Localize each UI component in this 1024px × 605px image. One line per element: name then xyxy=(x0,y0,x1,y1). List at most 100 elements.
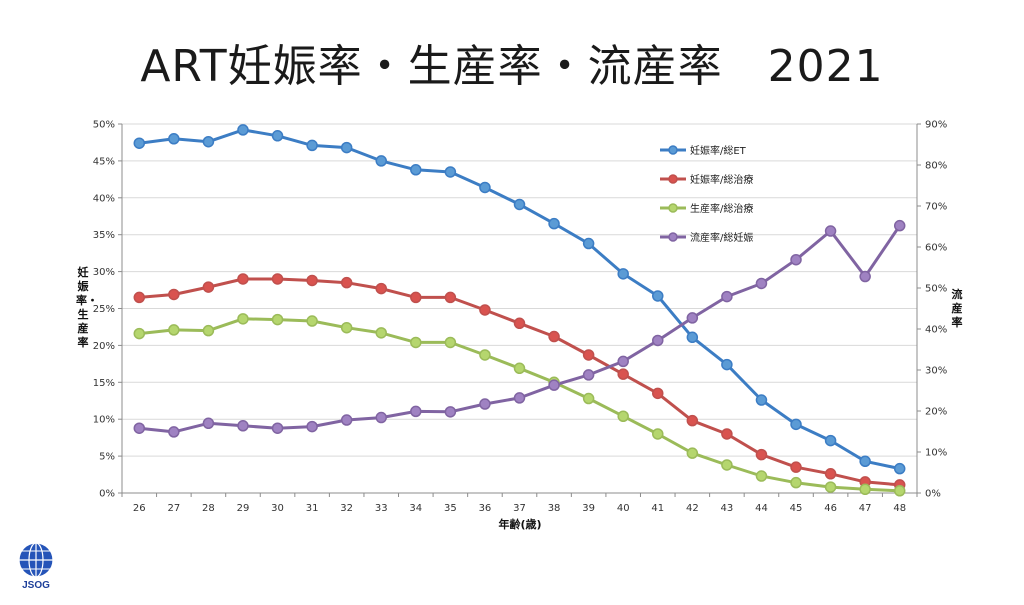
x-tick-label: 27 xyxy=(167,503,180,514)
series-3-point xyxy=(617,355,629,368)
series-1-point xyxy=(548,330,560,343)
x-tick-label: 36 xyxy=(479,503,492,514)
y-axis-right-ticks: 0% 10% 20% 30% 40% 50% 60% 70% 80% 90% xyxy=(917,120,947,500)
y-left-tick-label: 35% xyxy=(93,230,115,241)
x-tick-label: 40 xyxy=(617,503,630,514)
logo-text: JSOG xyxy=(22,580,50,591)
series-2-point xyxy=(824,481,837,493)
series-1-point xyxy=(617,368,629,380)
y-left-tick-label: 0% xyxy=(99,489,115,500)
series-1-point xyxy=(202,281,215,293)
series-0-point xyxy=(444,166,457,178)
series-3-point xyxy=(479,398,491,410)
legend-label-1: 妊娠率/総治療 xyxy=(690,173,753,186)
series-1-point xyxy=(686,414,699,427)
series-2-point xyxy=(790,476,802,489)
chart-series-lines xyxy=(139,128,901,493)
series-3-point xyxy=(410,405,422,418)
series-2-point xyxy=(306,315,318,327)
series-1-point xyxy=(237,273,249,285)
series-3-point xyxy=(859,270,871,283)
series-3-point xyxy=(271,422,284,434)
series-1-point xyxy=(824,468,837,480)
series-2-point xyxy=(271,313,284,326)
series-3-point xyxy=(893,219,906,232)
series-1-point xyxy=(340,276,353,289)
series-1-point xyxy=(652,387,664,400)
series-3-point xyxy=(375,411,387,424)
series-1-point xyxy=(790,461,802,473)
series-3-point xyxy=(444,406,457,418)
series-1-point xyxy=(168,288,180,301)
legend-label-2: 生産率/総治療 xyxy=(690,202,753,215)
x-tick-label: 47 xyxy=(859,503,872,514)
x-tick-label: 30 xyxy=(271,503,284,514)
y-right-tick-label: 40% xyxy=(925,325,947,336)
series-1-point xyxy=(306,274,318,287)
y-left-tick-label: 15% xyxy=(93,378,115,389)
series-1-point xyxy=(375,282,387,295)
series-0-point xyxy=(306,139,318,152)
x-tick-label: 26 xyxy=(133,503,146,514)
x-axis-ticks: 26 27 28 29 30 31 32 33 34 35 36 37 38 39 40 41 42 43 44 45… xyxy=(121,493,918,514)
page-title: ART妊娠率・生産率・流産率 2021 xyxy=(140,41,884,92)
y-left-tick-label: 50% xyxy=(93,120,115,131)
globe-icon xyxy=(18,542,54,578)
y-left-tick-label: 20% xyxy=(93,341,115,352)
x-tick-label: 39 xyxy=(582,503,595,514)
series-3-point xyxy=(755,277,768,290)
y-left-tick-label: 5% xyxy=(99,452,115,463)
series-0-point xyxy=(686,331,699,344)
chart-series-markers xyxy=(133,124,906,497)
series-0-point xyxy=(410,164,422,176)
series-0-point xyxy=(375,155,387,167)
series-1-point xyxy=(513,317,526,330)
series-0-point xyxy=(479,181,491,194)
x-tick-label: 28 xyxy=(202,503,215,514)
series-0-point xyxy=(617,268,629,280)
series-0-point xyxy=(202,135,215,148)
series-2-point xyxy=(755,470,768,482)
series-0-point xyxy=(168,133,180,145)
y-right-tick-label: 70% xyxy=(925,202,947,213)
series-2-point xyxy=(721,459,733,471)
y-axis-left-label: 妊娠率・生産率 xyxy=(76,266,98,349)
x-tick-label: 31 xyxy=(306,503,319,514)
x-tick-label: 29 xyxy=(237,503,250,514)
series-3-point xyxy=(513,392,526,404)
x-tick-label: 45 xyxy=(790,503,803,514)
series-2-point xyxy=(893,485,906,497)
y-right-tick-label: 60% xyxy=(925,243,947,254)
legend-marker-1 xyxy=(668,174,678,184)
series-3-point xyxy=(202,417,215,430)
x-tick-label: 38 xyxy=(548,503,561,514)
y-right-tick-label: 30% xyxy=(925,366,947,377)
x-tick-label: 35 xyxy=(444,503,457,514)
series-3-point xyxy=(168,426,180,438)
series-2-point xyxy=(410,336,422,349)
y-left-tick-label: 40% xyxy=(93,193,115,204)
series-1-point xyxy=(755,448,768,461)
series-3-point xyxy=(652,334,664,347)
series-3-point xyxy=(790,253,802,266)
series-1-point xyxy=(479,304,491,316)
series-0-point xyxy=(271,130,284,142)
y-right-tick-label: 50% xyxy=(925,284,947,295)
x-tick-label: 37 xyxy=(513,503,526,514)
x-axis-label: 年齢(歳) xyxy=(498,518,542,531)
y-axis-right-label: 流産率 xyxy=(951,288,963,329)
series-2-point xyxy=(202,324,215,337)
series-3-point xyxy=(306,420,318,433)
y-right-tick-label: 10% xyxy=(925,448,947,459)
series-0-point xyxy=(893,462,906,475)
x-tick-label: 42 xyxy=(686,503,699,514)
series-0-point xyxy=(513,198,526,211)
series-0-point xyxy=(859,455,871,468)
series-0-point xyxy=(790,418,802,431)
x-tick-label: 44 xyxy=(755,503,768,514)
series-2-point xyxy=(859,483,871,496)
series-2-point xyxy=(375,327,387,339)
x-tick-label: 32 xyxy=(340,503,353,514)
series-0-point xyxy=(340,141,353,154)
